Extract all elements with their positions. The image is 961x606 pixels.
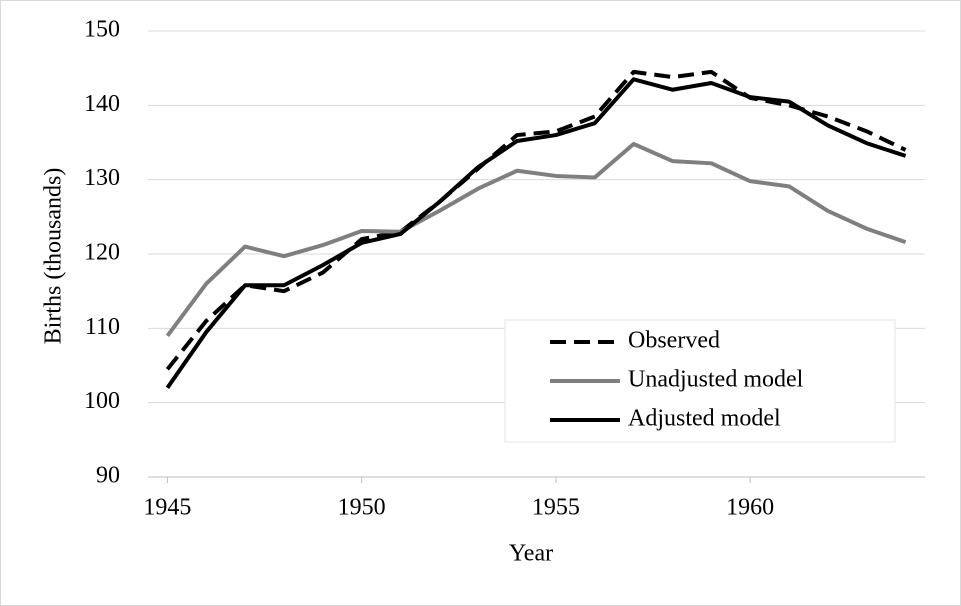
series-line	[165, 141, 907, 337]
x-axis-title: Year	[509, 541, 553, 567]
y-tick-label: 150	[84, 17, 120, 43]
x-tick-label: 1960	[726, 495, 774, 521]
x-tick-label: 1945	[143, 495, 191, 521]
y-tick-label: 120	[84, 240, 120, 266]
x-tick-label: 1950	[338, 495, 386, 521]
y-tick-label: 100	[84, 388, 120, 414]
y-tick-label: 110	[85, 314, 120, 340]
legend-label: Adjusted model	[628, 406, 781, 432]
legend-label: Unadjusted model	[628, 367, 804, 393]
y-tick-label: 140	[84, 91, 120, 117]
y-axis-title: Births (thousands)	[41, 168, 67, 345]
legend-label: Observed	[628, 328, 720, 354]
series-line	[165, 69, 907, 371]
x-tick-label: 1955	[532, 495, 580, 521]
y-tick-label: 130	[84, 165, 120, 191]
series-line	[165, 77, 907, 389]
y-tick-label: 90	[96, 463, 120, 489]
